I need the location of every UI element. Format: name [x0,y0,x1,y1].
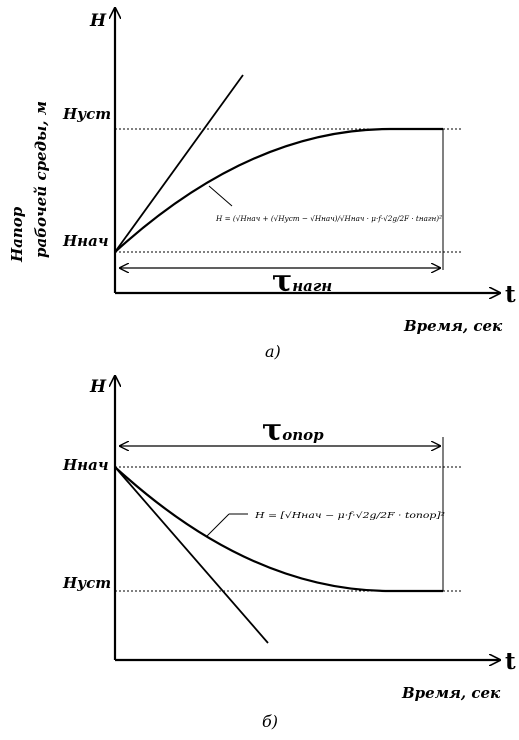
b-h-ust-label: Hуст [62,574,111,592]
b-curve [114,466,443,593]
diagram-b: H t Hнач Hуст τопор Время, сек H = [√Hна… [62,376,516,731]
b-tau-subscript: опор [282,426,324,444]
a-h-ust-label: Hуст [62,105,111,123]
a-formula-leader [208,185,233,207]
diagram-a: H t Hуст Hнач Напор рабочей среды, м τна… [8,8,516,361]
a-caption: а) [265,342,281,361]
b-straight-line [114,466,269,644]
a-y-axis-letter: H [89,11,107,31]
a-y-axis-title-line2: рабочей среды, м [32,101,50,258]
a-straight-line [114,74,244,253]
a-tau-subscript: нагн [292,277,332,295]
b-tau-label: τопор [262,413,324,448]
b-x-axis-letter: t [505,648,516,675]
b-x-axis-title: Время, сек [401,684,501,702]
a-curve [114,127,443,253]
b-formula: H = [√Hнач − μ·f·√2g/2F · tопор]² [254,511,445,520]
a-tau-label: τнагн [272,264,332,299]
b-h-nach-label: Hнач [62,456,109,474]
b-formula-leader [206,513,230,537]
a-tau-symbol: τ [272,264,292,299]
b-tau-symbol: τ [262,413,282,448]
a-formula: H = (√Hнач + (√Hуст − √Hнач)/√Hнач · μ·f… [215,214,442,223]
a-y-axis-title-line1: Напор [8,206,26,263]
a-x-axis-title: Время, сек [403,317,503,335]
a-x-axis-letter: t [505,281,516,308]
b-y-axis-letter: H [89,377,107,397]
b-caption: б) [262,712,278,731]
a-h-nach-label: Hнач [62,232,109,250]
